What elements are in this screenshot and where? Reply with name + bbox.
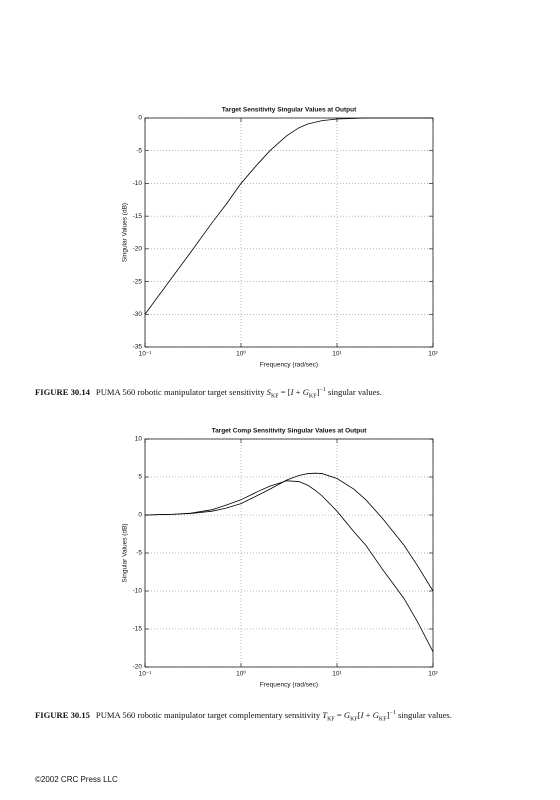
caption-math: I [360, 710, 364, 720]
x-tick-label: 10¹ [332, 351, 342, 358]
caption-label: FIGURE 30.15 [35, 710, 90, 720]
caption-text: = [334, 710, 344, 720]
y-tick-label: 0 [138, 115, 142, 122]
x-tick-label: 10² [428, 671, 438, 678]
caption-label: FIGURE 30.14 [35, 387, 90, 397]
caption-math: G [302, 387, 309, 397]
y-tick-label: 10 [135, 436, 143, 443]
y-tick-label: -10 [133, 588, 143, 595]
y-tick-label: -5 [136, 550, 142, 557]
caption-text: = [ [278, 387, 291, 397]
x-tick-label: 10¹ [332, 671, 342, 678]
y-tick-label: -10 [133, 180, 143, 187]
caption-math: G [343, 710, 351, 720]
y-tick-label: -5 [136, 147, 142, 154]
caption-sub: KF [378, 716, 387, 723]
caption-text: + [363, 710, 373, 720]
line-series [144, 472, 434, 592]
y-axis-label: Singular Values (dB) [122, 523, 129, 582]
y-tick-label: -25 [133, 278, 143, 285]
chart-title: Target Comp Sensitivity Singular Values … [212, 428, 368, 435]
caption-sub: KF [327, 716, 335, 723]
caption-text: PUMA 560 robotic manipulator target comp… [95, 710, 323, 720]
y-axis-label: Singular Values (dB) [122, 203, 129, 262]
chart-title: Target Sensitivity Singular Values at Ou… [222, 107, 357, 114]
caption-math: S [266, 387, 271, 397]
caption-math: T [322, 710, 328, 720]
y-tick-label: 5 [138, 474, 142, 481]
y-tick-label: -15 [133, 626, 143, 633]
x-tick-label: 10⁻¹ [139, 671, 153, 678]
caption-text: ] [386, 710, 390, 720]
plot-frame [144, 117, 434, 348]
x-axis-label: Frequency (rad/sec) [260, 682, 318, 689]
line-series [144, 480, 434, 652]
caption-sub: KF [350, 716, 358, 723]
caption: FIGURE 30.15 PUMA 560 robotic manipulator… [35, 709, 490, 723]
y-tick-label: -35 [133, 344, 143, 351]
caption-text: + [293, 387, 303, 397]
footer: ©2002 CRC Press LLC [35, 775, 118, 784]
plot-frame [144, 438, 434, 668]
y-tick-label: -15 [133, 213, 143, 220]
caption-math: I [290, 387, 294, 397]
caption-sub: KF [308, 393, 317, 400]
x-tick-label: 10² [428, 351, 438, 358]
x-tick-label: 10⁻¹ [139, 351, 153, 358]
line-series [144, 117, 433, 315]
caption-sup: −1 [389, 710, 396, 717]
caption-text: PUMA 560 robotic manipulator target sens… [95, 387, 267, 397]
caption-math: G [372, 710, 379, 720]
y-tick-label: -20 [133, 664, 143, 671]
caption-sup: −1 [319, 387, 326, 394]
caption-text: singular values. [325, 387, 382, 397]
caption-text: ] [316, 387, 320, 397]
x-axis-label: Frequency (rad/sec) [260, 362, 318, 369]
caption-text: singular values. [395, 710, 452, 720]
y-tick-label: -20 [133, 246, 143, 253]
y-tick-label: 0 [138, 512, 142, 519]
caption: FIGURE 30.14 PUMA 560 robotic manipulator… [35, 386, 490, 400]
x-tick-label: 10⁰ [236, 350, 246, 358]
y-tick-label: -30 [133, 311, 143, 318]
caption-sub: KF [270, 393, 279, 400]
x-tick-label: 10⁰ [236, 670, 246, 678]
caption-text: [ [357, 710, 361, 720]
